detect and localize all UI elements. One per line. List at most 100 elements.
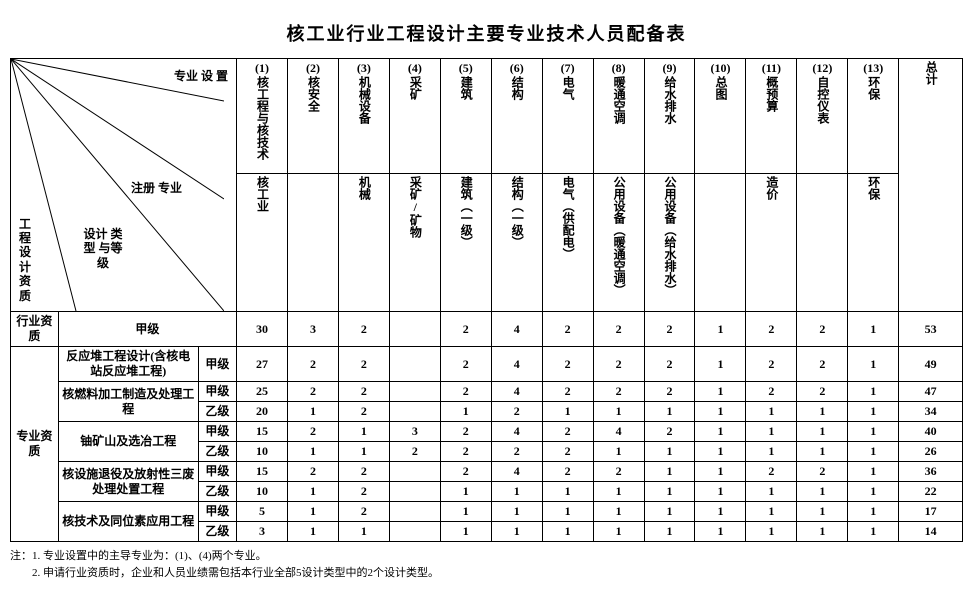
cell: 30 bbox=[237, 312, 288, 347]
cell: 1 bbox=[848, 442, 899, 462]
cell: 10 bbox=[237, 442, 288, 462]
cell: 1 bbox=[542, 482, 593, 502]
cell: 2 bbox=[593, 347, 644, 382]
col-h-6: (7)电气 bbox=[542, 59, 593, 174]
row-grade: 甲级 bbox=[198, 502, 236, 522]
cell: 2 bbox=[287, 382, 338, 402]
cell: 4 bbox=[491, 422, 542, 442]
col-t: 采矿 bbox=[407, 76, 422, 100]
cell: 1 bbox=[491, 522, 542, 542]
cell: 2 bbox=[287, 422, 338, 442]
cell bbox=[389, 482, 440, 502]
cell: 1 bbox=[746, 502, 797, 522]
cell: 2 bbox=[287, 347, 338, 382]
col-r-5: 结构（一级） bbox=[491, 174, 542, 312]
col-n: (13) bbox=[863, 61, 883, 75]
col-t: 电气 bbox=[560, 76, 575, 100]
cell: 2 bbox=[593, 382, 644, 402]
cell: 1 bbox=[440, 522, 491, 542]
cell: 3 bbox=[389, 422, 440, 442]
total-label: 总计 bbox=[923, 61, 938, 85]
col-h-8: (9)给水排水 bbox=[644, 59, 695, 174]
col-n: (11) bbox=[762, 61, 781, 75]
cell: 15 bbox=[237, 462, 288, 482]
row-pro-6: 核设施退役及放射性三废处理处置工程 甲级 1522242211221 36 bbox=[11, 462, 963, 482]
col-r-10: 造价 bbox=[746, 174, 797, 312]
diag-label-low: 设计 类型 与等级 bbox=[83, 227, 123, 270]
cell: 1 bbox=[440, 482, 491, 502]
col-t: 环保 bbox=[866, 76, 881, 100]
cell: 2 bbox=[440, 442, 491, 462]
row-grade: 甲级 bbox=[198, 347, 236, 382]
cell: 1 bbox=[491, 502, 542, 522]
row-grade: 乙级 bbox=[198, 442, 236, 462]
diag-label-top: 专业 设 置 bbox=[174, 69, 228, 83]
cell bbox=[389, 312, 440, 347]
cell bbox=[389, 462, 440, 482]
cell: 1 bbox=[287, 402, 338, 422]
cell: 1 bbox=[644, 402, 695, 422]
cell: 2 bbox=[542, 462, 593, 482]
cell: 2 bbox=[542, 312, 593, 347]
col-t: 总图 bbox=[713, 76, 728, 100]
cell: 1 bbox=[440, 402, 491, 422]
col-r: 建筑（一级） bbox=[458, 176, 473, 248]
cell: 1 bbox=[440, 502, 491, 522]
cell: 2 bbox=[440, 422, 491, 442]
row-grade: 乙级 bbox=[198, 522, 236, 542]
cell: 1 bbox=[848, 312, 899, 347]
row-grade: 甲级 bbox=[58, 312, 236, 347]
row-label: 铀矿山及选冶工程 bbox=[58, 422, 198, 462]
cell: 25 bbox=[237, 382, 288, 402]
row-label: 核燃料加工制造及处理工程 bbox=[58, 382, 198, 422]
cell-total: 34 bbox=[899, 402, 963, 422]
cell: 4 bbox=[593, 422, 644, 442]
cell: 2 bbox=[542, 347, 593, 382]
row-pro-2: 核燃料加工制造及处理工程 甲级 2522242221221 47 bbox=[11, 382, 963, 402]
col-t: 给水排水 bbox=[662, 76, 677, 124]
col-r: 结构（一级） bbox=[509, 176, 524, 248]
cell: 2 bbox=[746, 347, 797, 382]
col-n: (12) bbox=[812, 61, 832, 75]
cell: 1 bbox=[542, 402, 593, 422]
cell-total: 14 bbox=[899, 522, 963, 542]
col-r-11 bbox=[797, 174, 848, 312]
col-n: (4) bbox=[408, 61, 422, 75]
col-r: 造价 bbox=[764, 176, 779, 200]
cell: 1 bbox=[695, 312, 746, 347]
note-1: 注：1. 专业设置中的主导专业为：(1)、(4)两个专业。 bbox=[10, 548, 963, 565]
col-r-3: 采矿/矿物 bbox=[389, 174, 440, 312]
cell: 1 bbox=[695, 382, 746, 402]
cell: 1 bbox=[746, 482, 797, 502]
col-h-0: (1)核工程与核技术 bbox=[237, 59, 288, 174]
cell: 1 bbox=[848, 402, 899, 422]
cell: 1 bbox=[695, 462, 746, 482]
col-t: 机械设备 bbox=[356, 76, 371, 124]
col-r-2: 机械 bbox=[338, 174, 389, 312]
diag-header: 专业 设 置 注册 专业 设计 类型 与等级 工程 设计 资质 bbox=[11, 59, 237, 312]
cell: 2 bbox=[797, 462, 848, 482]
staffing-table: 专业 设 置 注册 专业 设计 类型 与等级 工程 设计 资质 (1)核工程与核… bbox=[10, 58, 963, 542]
cell: 3 bbox=[237, 522, 288, 542]
col-r-6: 电气（供配电） bbox=[542, 174, 593, 312]
cell: 1 bbox=[287, 522, 338, 542]
cell-total: 49 bbox=[899, 347, 963, 382]
cell: 4 bbox=[491, 462, 542, 482]
cell: 4 bbox=[491, 382, 542, 402]
cell: 2 bbox=[491, 402, 542, 422]
row-grade: 乙级 bbox=[198, 482, 236, 502]
cell: 1 bbox=[593, 522, 644, 542]
cell: 2 bbox=[389, 442, 440, 462]
diag-label-mid: 注册 专业 bbox=[131, 181, 182, 195]
cell: 5 bbox=[237, 502, 288, 522]
cell: 2 bbox=[338, 347, 389, 382]
cell: 1 bbox=[644, 482, 695, 502]
cell: 1 bbox=[797, 522, 848, 542]
col-r-7: 公用设备（暖通空调） bbox=[593, 174, 644, 312]
cell bbox=[389, 522, 440, 542]
col-n: (6) bbox=[510, 61, 524, 75]
row-grade: 甲级 bbox=[198, 462, 236, 482]
col-r: 环保 bbox=[866, 176, 881, 200]
col-r-9 bbox=[695, 174, 746, 312]
col-h-5: (6)结构 bbox=[491, 59, 542, 174]
